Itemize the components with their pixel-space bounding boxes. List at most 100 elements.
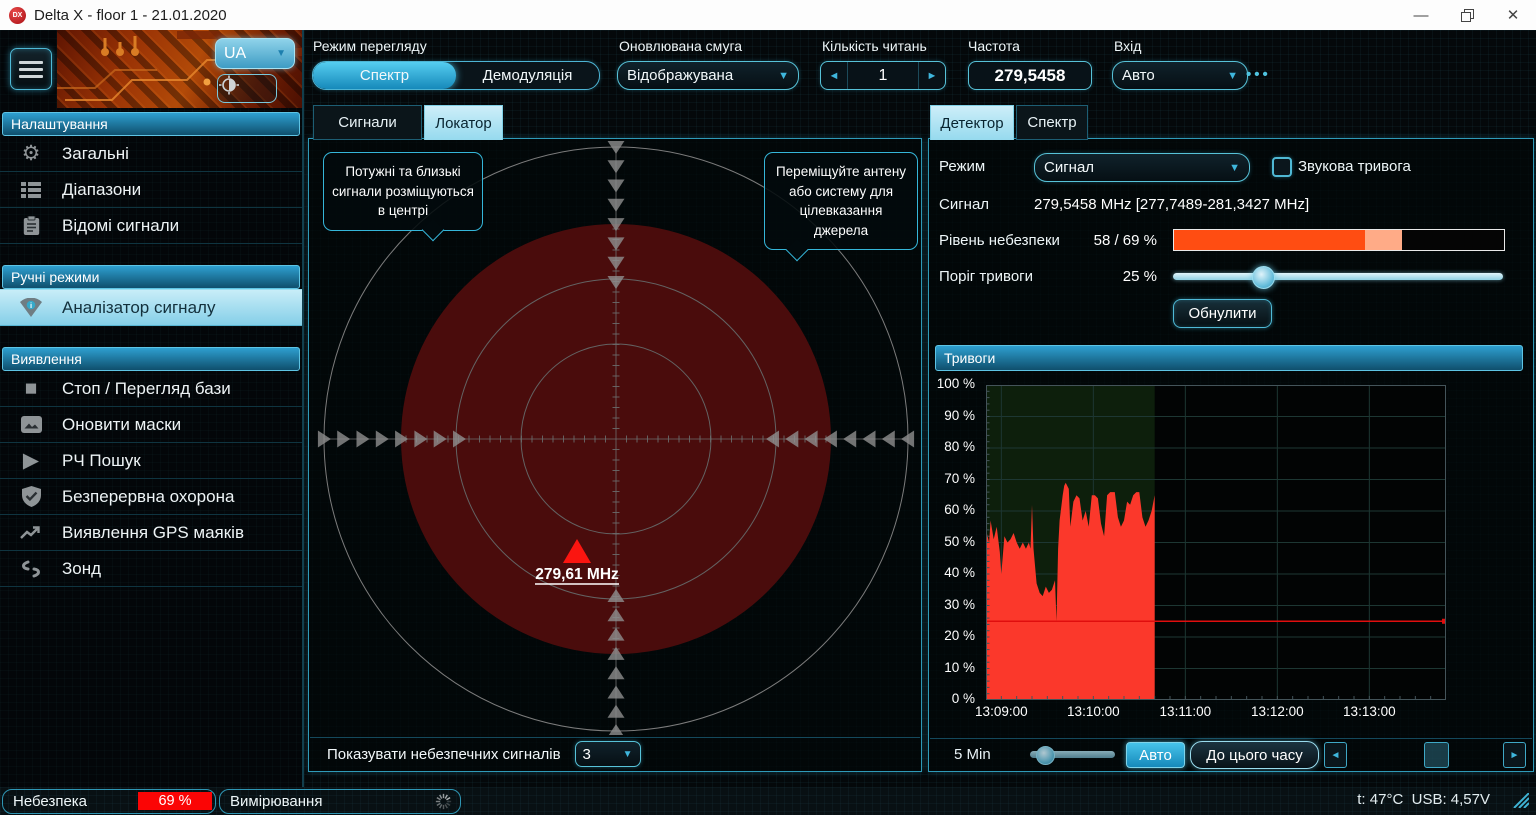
y-tick-label: 40 % (944, 565, 975, 580)
view-mode-label: Режим перегляду (313, 38, 427, 54)
sidebar-item-general[interactable]: ⚙ Загальні (0, 136, 302, 172)
contrast-button[interactable] (217, 74, 277, 103)
sidebar-item-stop-view-db[interactable]: ■ Стоп / Перегляд бази (0, 371, 302, 407)
y-tick-label: 50 % (944, 534, 975, 549)
scroll-right-button[interactable]: ► (1503, 742, 1526, 768)
x-tick-label: 13:11:00 (1160, 704, 1212, 719)
scroll-left-button[interactable]: ◄ (1324, 742, 1347, 768)
danger-level-value: 58 / 69 % (1029, 232, 1157, 249)
auto-button[interactable]: Авто (1126, 742, 1185, 768)
scrollbar-thumb[interactable] (1424, 742, 1449, 768)
measuring-status-box[interactable]: Вимірювання (219, 789, 461, 814)
mode-dropdown[interactable]: Сигнал ▼ (1034, 153, 1250, 182)
sidebar-item-label: Діапазони (62, 180, 141, 200)
show-signals-label: Показувати небезпечних сигналів (327, 746, 561, 763)
chevron-down-icon: ▼ (1227, 70, 1238, 82)
tab-detector[interactable]: Детектор (930, 105, 1014, 140)
read-count-value[interactable]: 1 (848, 62, 918, 89)
probe-icon (0, 560, 62, 578)
alarm-chart (986, 385, 1446, 700)
signal-label: Сигнал (939, 196, 989, 213)
show-signals-dropdown[interactable]: 3 ▼ (575, 741, 641, 767)
sidebar-item-ranges[interactable]: Діапазони (0, 172, 302, 208)
sidebar-item-rf-search[interactable]: ▶ РЧ Пошук (0, 443, 302, 479)
resize-grip[interactable] (1512, 793, 1529, 808)
app-icon: DX (9, 7, 26, 24)
history-window-slider-handle[interactable] (1036, 746, 1055, 765)
locator-panel: 279,61 MHz Потужні та близькі сигнали ро… (308, 138, 922, 772)
update-band-dropdown[interactable]: Відображувана ▼ (617, 61, 799, 90)
stepper-increment-button[interactable]: ► (918, 62, 945, 89)
language-value: UA (224, 45, 246, 63)
signal-value: 279,5458 MHz [277,7489-281,3427 MHz] (1034, 196, 1309, 213)
sidebar-item-label: РЧ Пошук (62, 451, 141, 471)
input-dropdown[interactable]: Авто ▼ (1112, 61, 1248, 90)
history-window-label: 5 Min (954, 746, 991, 763)
sidebar-item-label: Стоп / Перегляд бази (62, 379, 231, 399)
section-header-manual-modes: Ручні режими (2, 265, 300, 289)
title-bar: DX Delta X - floor 1 - 21.01.2020 — ✕ (0, 0, 1536, 30)
sidebar-item-signal-analyzer[interactable]: i Аналізатор сигналу (0, 289, 302, 326)
minimize-button[interactable]: — (1398, 0, 1444, 30)
alarm-threshold-slider-handle[interactable] (1252, 266, 1275, 289)
sound-alarm-label: Звукова тривога (1298, 158, 1411, 175)
masks-icon (0, 416, 62, 433)
tooltip-center-signals: Потужні та близькі сигнали розміщуються … (323, 152, 483, 231)
radar-marker-label: 279,61 MHz (535, 566, 619, 583)
detector-bottom-bar: 5 Min Авто До цього часу ◄ ► (930, 738, 1532, 770)
system-readout: t: 47°C USB: 4,57V (1357, 791, 1490, 808)
y-tick-label: 80 % (944, 439, 975, 454)
sidebar-item-known-signals[interactable]: Відомі сигнали (0, 208, 302, 244)
status-bar: Небезпека 69 % Вимірювання t: 47°C USB: … (0, 787, 1536, 815)
x-tick-label: 13:09:00 (975, 704, 1028, 719)
y-tick-label: 60 % (944, 502, 975, 517)
history-window-slider[interactable] (1030, 751, 1115, 758)
section-header-detection: Виявлення (2, 347, 300, 371)
alarm-threshold-slider[interactable] (1173, 273, 1503, 280)
shield-icon (0, 486, 62, 507)
tab-signals[interactable]: Сигнали (313, 105, 422, 140)
sidebar-item-label: Загальні (62, 144, 129, 164)
gear-icon: ⚙ (0, 141, 62, 166)
sound-alarm-checkbox[interactable] (1272, 157, 1292, 177)
restore-button[interactable] (1444, 0, 1490, 30)
tab-locator[interactable]: Локатор (424, 105, 503, 140)
chevron-down-icon: ▼ (276, 48, 286, 59)
view-mode-option-spectrum[interactable]: Спектр (313, 62, 456, 89)
frequency-input[interactable]: 279,5458 (968, 61, 1092, 90)
input-label: Вхід (1114, 38, 1141, 54)
language-dropdown[interactable]: UA ▼ (215, 38, 295, 69)
chevron-down-icon: ▼ (623, 749, 633, 760)
alarm-threshold-value: 25 % (1029, 268, 1157, 285)
y-tick-label: 70 % (944, 471, 975, 486)
sidebar-item-gps-beacons[interactable]: Виявлення GPS маяків (0, 515, 302, 551)
x-tick-label: 13:12:00 (1251, 704, 1304, 719)
alarm-chart-y-axis: 0 %10 %20 %30 %40 %50 %60 %70 %80 %90 %1… (929, 385, 981, 700)
sidebar-item-probe[interactable]: Зонд (0, 551, 302, 587)
sidebar-item-update-masks[interactable]: Оновити маски (0, 407, 302, 443)
hamburger-menu-button[interactable] (10, 48, 52, 90)
sidebar-item-label: Безперервна охорона (62, 487, 234, 507)
play-icon: ▶ (0, 448, 62, 473)
show-signals-value: 3 (583, 746, 591, 763)
stepper-decrement-button[interactable]: ◄ (821, 62, 848, 89)
to-now-button[interactable]: До цього часу (1190, 741, 1319, 769)
update-band-value: Відображувана (627, 67, 733, 84)
alarm-threshold-label: Поріг тривоги (939, 268, 1033, 285)
danger-level-bar (1173, 229, 1505, 251)
sidebar-item-continuous-guard[interactable]: Безперервна охорона (0, 479, 302, 515)
more-options-button[interactable]: ••• (1246, 66, 1271, 83)
x-tick-label: 13:10:00 (1067, 704, 1120, 719)
close-button[interactable]: ✕ (1490, 0, 1536, 30)
locator-bottom-bar: Показувати небезпечних сигналів 3 ▼ (310, 737, 920, 770)
view-mode-segmented: Спектр Демодуляція (312, 61, 600, 90)
reset-button[interactable]: Обнулити (1173, 299, 1272, 328)
y-tick-label: 20 % (944, 628, 975, 643)
tab-spectrum[interactable]: Спектр (1016, 105, 1088, 140)
view-mode-option-demodulation[interactable]: Демодуляція (456, 62, 599, 89)
y-tick-label: 90 % (944, 408, 975, 423)
mode-value: Сигнал (1044, 159, 1094, 176)
y-tick-label: 10 % (944, 660, 975, 675)
detector-panel: Режим Сигнал ▼ Звукова тривога Сигнал 27… (928, 138, 1534, 772)
danger-status-box[interactable]: Небезпека 69 % (2, 789, 216, 814)
